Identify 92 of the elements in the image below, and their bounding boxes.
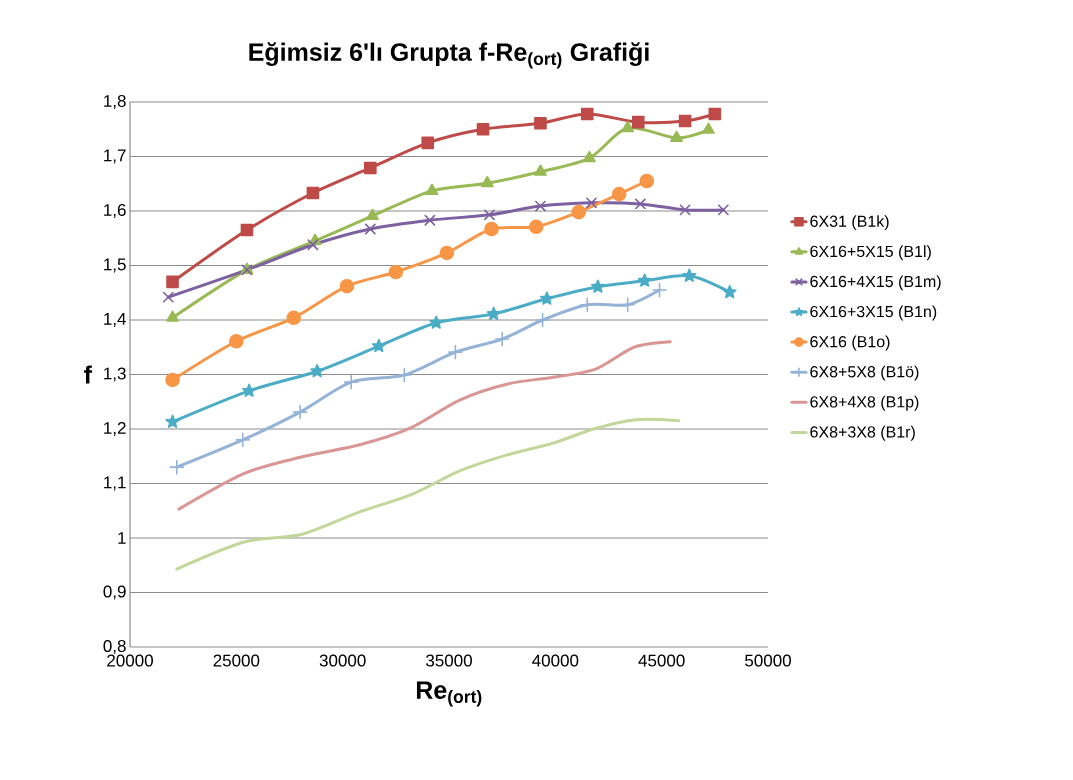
point [371,338,386,353]
point [425,183,439,195]
y-tick-label: 1,1 [104,476,126,491]
x-tick-label: 20000 [107,654,153,667]
point [722,284,737,299]
y-axis-title: f [84,365,93,384]
point [582,150,596,163]
point [439,245,455,261]
point [480,175,494,188]
point [424,214,436,226]
point [631,115,645,129]
point [484,209,495,221]
point [580,107,594,121]
point [166,310,179,322]
y-tick-label: 1,4 [104,313,126,327]
point [310,363,325,378]
point [486,306,501,321]
legend-label: 6X16+4X15 (B1m) [810,275,941,291]
point [339,278,355,294]
y-tick-label: 1,7 [104,149,126,164]
x-tick-label: 35000 [426,654,472,667]
point [364,161,377,175]
point [590,279,605,293]
point [366,208,379,220]
point [639,173,655,189]
point [235,432,251,448]
point [166,275,179,289]
legend-label: 6X16 (B1o) [810,335,890,351]
point [678,114,692,128]
point [535,200,546,212]
y-tick-label: 1,6 [104,203,126,219]
point [708,107,722,121]
y-tick-label: 0,9 [103,585,126,600]
point [343,374,359,390]
point [670,130,683,143]
point [535,312,550,328]
chart-title: Eğimsiz 6'lı Grupta f-Re$_{(ort)}$ Grafiği [249,42,649,69]
point [169,459,185,475]
point [429,315,444,329]
point [528,219,544,235]
x-axis-title: Re$_{(ort)}$ [416,681,482,707]
point [307,239,319,251]
legend-label: 6X8+5X8 (B1ö) [810,365,919,381]
x-tick-label: 50000 [745,654,791,667]
x-tick-label: 45000 [638,654,685,667]
point [448,344,463,360]
y-tick-label: 1 [118,532,126,544]
legend-label: 6X8+3X8 (B1r) [810,425,915,441]
point [484,221,499,237]
point [586,197,597,209]
point [162,291,174,303]
point [364,223,376,235]
point [286,310,302,326]
line-series [177,340,672,511]
point [679,204,691,216]
point [717,204,729,216]
point [494,331,510,347]
point [534,116,547,130]
y-tick-label: 1,8 [104,94,126,110]
y-tick-label: 1,2 [104,421,126,437]
point [388,264,404,280]
x-tick-label: 30000 [319,654,366,667]
point [421,136,435,150]
legend-label: 6X16+5X15 (B1l) [810,245,931,261]
legend-label: 6X8+4X8 (B1p) [810,395,919,411]
y-tick-label: 0,8 [103,639,126,655]
y-tick-label: 1,5 [104,258,126,273]
x-tick-label: 40000 [532,654,579,667]
x-tick-label: 25000 [213,654,260,667]
point [637,273,652,287]
point [476,122,490,136]
point [242,383,257,397]
y-tick-label: 1,3 [104,367,126,382]
point [621,120,635,133]
point [652,282,667,298]
point [534,164,547,176]
point [682,268,697,282]
line-series [175,417,681,571]
point [165,372,180,388]
legend-label: 6X16+3X15 (B1n) [810,305,937,321]
point [240,223,254,237]
point [306,186,320,200]
point [397,367,412,383]
point [229,333,244,349]
point [292,404,308,420]
point [611,186,627,202]
legend-label: 6X31 (B1k) [810,215,889,231]
point [635,198,646,210]
point [165,414,180,428]
point [571,204,587,220]
point [539,291,554,305]
point [702,122,715,134]
